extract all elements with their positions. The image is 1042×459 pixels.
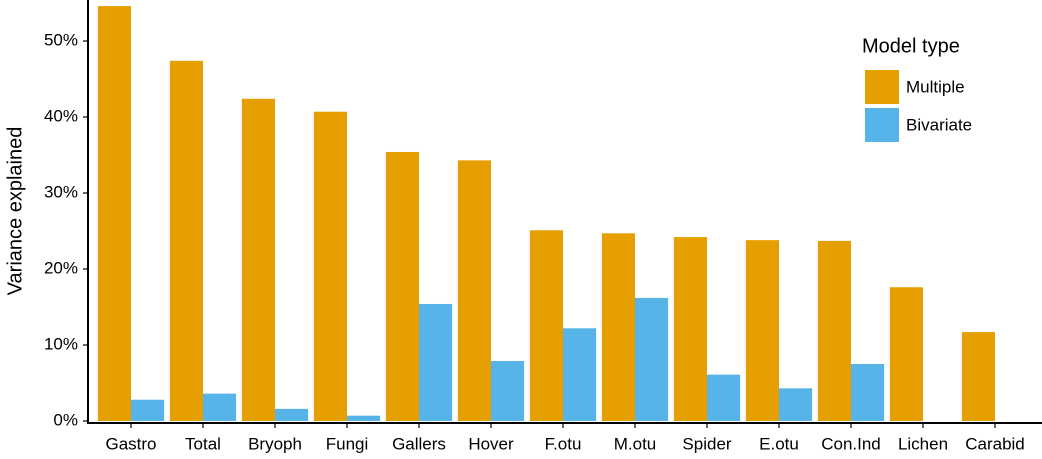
legend-swatch: [865, 70, 899, 104]
x-tick-label: Con.Ind: [821, 434, 881, 453]
bar: [601, 233, 635, 421]
x-tick-label: E.otu: [759, 434, 799, 453]
bar: [419, 303, 453, 421]
x-tick-label: Lichen: [898, 434, 948, 453]
bar: [529, 230, 563, 421]
legend-title: Model type: [862, 35, 960, 57]
legend-swatch: [865, 108, 899, 142]
bar: [131, 399, 165, 421]
bar: [961, 332, 995, 421]
x-tick-label: F.otu: [545, 434, 582, 453]
y-tick-label: 0%: [53, 410, 78, 429]
bar: [707, 374, 741, 421]
y-tick-label: 30%: [44, 183, 78, 202]
bar: [97, 6, 131, 421]
x-tick-label: Carabid: [965, 434, 1025, 453]
y-tick-label: 40%: [44, 107, 78, 126]
legend-label: Bivariate: [906, 115, 972, 134]
legend-label: Multiple: [906, 77, 965, 96]
bar: [779, 388, 813, 421]
bar: [203, 393, 237, 421]
bar: [817, 240, 851, 421]
x-tick-label: Gallers: [392, 434, 446, 453]
bar: [169, 60, 203, 422]
bar: [347, 415, 381, 421]
x-tick-label: Hover: [468, 434, 514, 453]
bar: [491, 360, 525, 421]
bar: [313, 111, 347, 422]
x-tick-label: Total: [185, 434, 221, 453]
bar: [275, 408, 309, 421]
y-tick-label: 50%: [44, 31, 78, 50]
y-tick-label: 10%: [44, 334, 78, 353]
bar: [635, 297, 669, 421]
bar: [385, 151, 419, 421]
bar: [457, 160, 491, 421]
y-tick-label: 20%: [44, 258, 78, 277]
bar: [889, 287, 923, 421]
x-tick-label: Spider: [682, 434, 731, 453]
bar: [241, 98, 275, 421]
bar: [673, 237, 707, 421]
x-tick-label: Gastro: [105, 434, 156, 453]
bar: [745, 240, 779, 421]
x-tick-label: Bryoph: [248, 434, 302, 453]
bar: [563, 328, 597, 421]
x-tick-label: Fungi: [326, 434, 369, 453]
y-axis-title: Variance explained: [4, 127, 26, 296]
bar: [851, 364, 885, 421]
x-tick-label: M.otu: [614, 434, 657, 453]
